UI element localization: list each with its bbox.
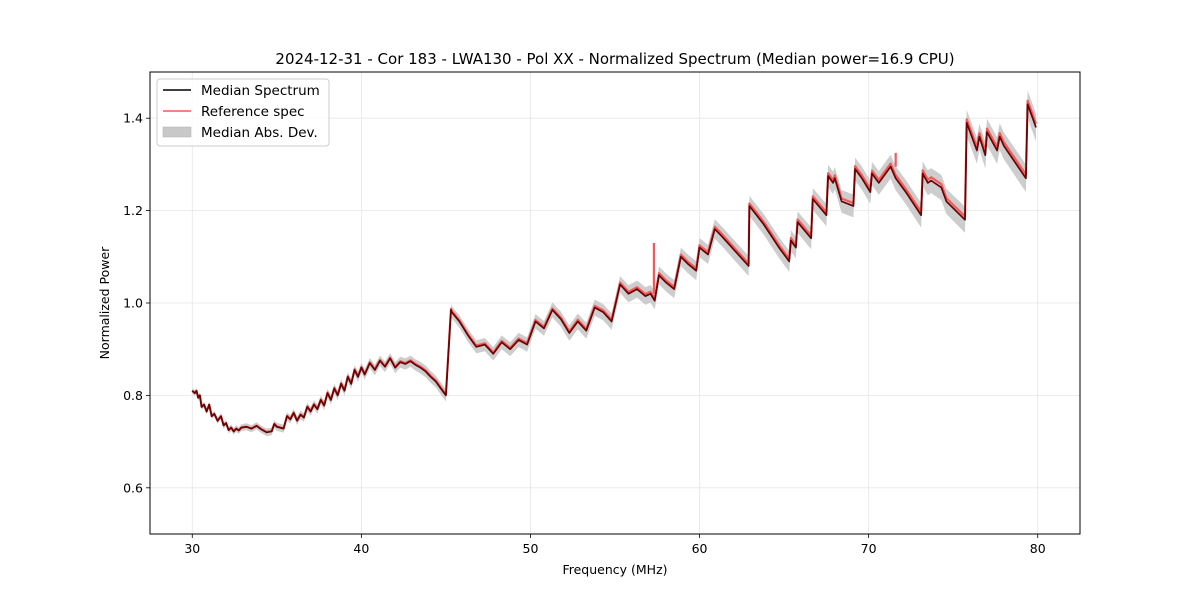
x-tick-label: 80: [1030, 541, 1046, 556]
grid: [150, 72, 1080, 534]
median-spectrum-layer: [191, 103, 1037, 434]
chart-title: 2024-12-31 - Cor 183 - LWA130 - Pol XX -…: [275, 50, 954, 68]
x-tick-label: 50: [523, 541, 539, 556]
legend-median-label: Median Spectrum: [201, 83, 320, 99]
y-axis-label: Normalized Power: [97, 246, 112, 360]
legend-mad-label: Median Abs. Dev.: [201, 125, 318, 141]
y-tick-label: 1.4: [123, 111, 143, 126]
overlap-line: [191, 103, 1037, 434]
x-tick-label: 40: [353, 541, 369, 556]
y-tick-label: 1.0: [123, 296, 143, 311]
x-axis-label: Frequency (MHz): [562, 562, 667, 577]
x-tick-label: 70: [861, 541, 877, 556]
y-tick-label: 0.6: [123, 480, 143, 495]
legend-mad-swatch: [162, 126, 192, 138]
legend: Median Spectrum Reference spec Median Ab…: [156, 78, 330, 147]
x-tick-label: 30: [184, 541, 200, 556]
x-axis: 30 40 50 60 70 80: [184, 534, 1046, 556]
legend-reference-label: Reference spec: [201, 104, 305, 120]
legend-box: [156, 78, 330, 147]
y-tick-label: 0.8: [123, 388, 143, 403]
x-tick-label: 60: [692, 541, 708, 556]
y-axis: 0.6 0.8 1.0 1.2 1.4: [123, 111, 150, 495]
y-tick-label: 1.2: [123, 203, 143, 218]
